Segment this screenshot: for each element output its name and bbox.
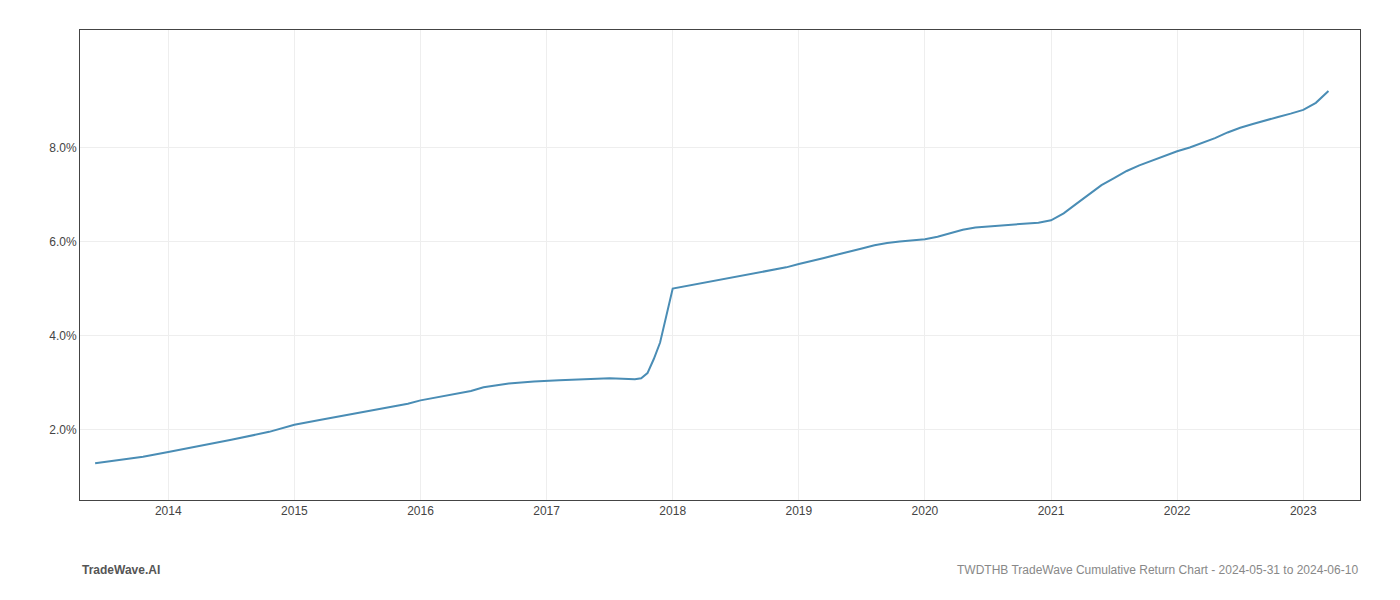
svg-text:TradeWave.AI: TradeWave.AI	[82, 563, 160, 577]
svg-text:2015: 2015	[281, 504, 308, 518]
svg-text:8.0%: 8.0%	[49, 141, 77, 155]
svg-text:2.0%: 2.0%	[49, 423, 77, 437]
svg-text:2023: 2023	[1290, 504, 1317, 518]
svg-text:2019: 2019	[785, 504, 812, 518]
svg-text:TWDTHB TradeWave Cumulative Re: TWDTHB TradeWave Cumulative Return Chart…	[957, 563, 1358, 577]
svg-text:2018: 2018	[659, 504, 686, 518]
svg-text:2021: 2021	[1038, 504, 1065, 518]
svg-text:2014: 2014	[155, 504, 182, 518]
svg-text:2020: 2020	[912, 504, 939, 518]
svg-text:2016: 2016	[407, 504, 434, 518]
svg-text:4.0%: 4.0%	[49, 329, 77, 343]
svg-text:6.0%: 6.0%	[49, 235, 77, 249]
svg-text:2017: 2017	[533, 504, 560, 518]
svg-text:2022: 2022	[1164, 504, 1191, 518]
